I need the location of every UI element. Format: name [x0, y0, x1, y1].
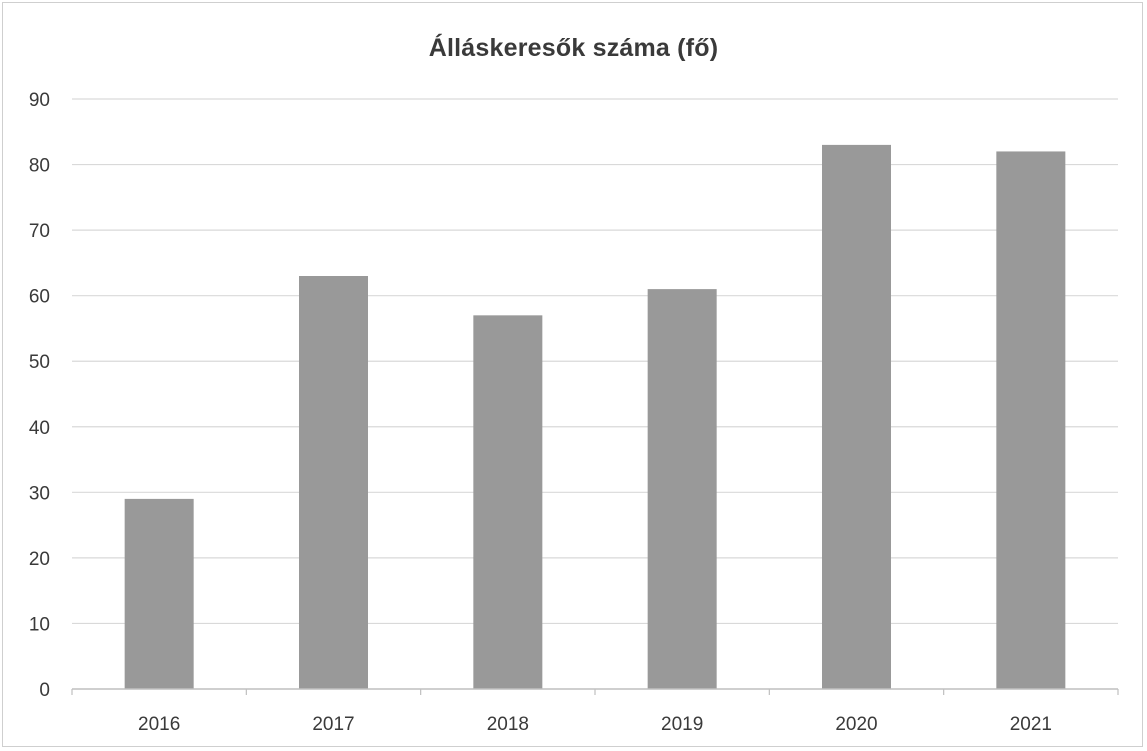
x-tick-label: 2020	[835, 714, 877, 735]
bar	[647, 289, 717, 689]
x-axis	[71, 688, 1119, 695]
x-tick-label: 2021	[1010, 714, 1052, 735]
bar	[996, 151, 1066, 689]
chart-title: Álláskeresők száma (fő)	[428, 34, 719, 62]
x-axis-tick-labels: 2016 2017 2018 2019 2020 2021	[138, 714, 1052, 735]
y-tick-label: 30	[29, 483, 50, 504]
bar	[299, 276, 368, 689]
y-tick-label: 40	[29, 418, 50, 439]
x-tick-label: 2019	[661, 714, 703, 735]
y-tick-label: 80	[29, 156, 50, 177]
x-tick-label: 2017	[312, 714, 354, 735]
bar	[124, 498, 194, 689]
gridlines	[72, 98, 1118, 625]
x-tick-label: 2018	[487, 714, 529, 735]
y-tick-label: 50	[29, 352, 50, 373]
y-tick-label: 10	[29, 614, 50, 635]
y-axis-tick-labels: 0 10 20 30 40 50 60 70 80 90	[29, 90, 50, 701]
bar	[473, 315, 543, 689]
bar	[822, 144, 891, 689]
y-tick-label: 70	[29, 221, 50, 242]
bars	[124, 144, 1066, 689]
y-tick-label: 60	[29, 287, 50, 308]
y-tick-label: 0	[39, 680, 50, 701]
y-tick-label: 90	[29, 90, 50, 111]
x-tick-label: 2016	[138, 714, 180, 735]
y-tick-label: 20	[29, 549, 50, 570]
